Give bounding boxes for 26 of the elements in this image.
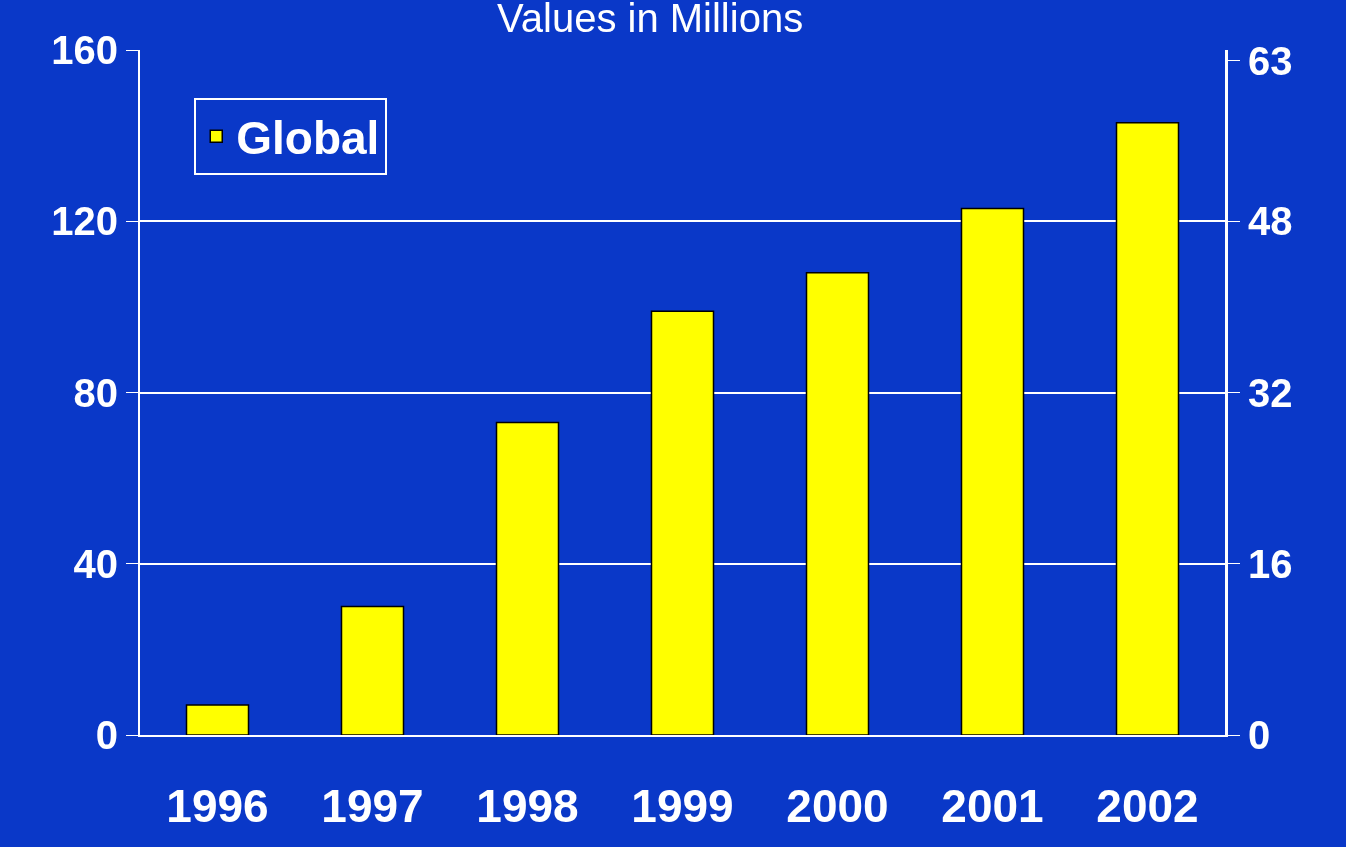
x-tick-label: 1996 (166, 780, 269, 833)
y2-tick-label: 32 (1248, 370, 1293, 415)
x-tick-label: 2000 (786, 780, 889, 833)
y2-tick-label: 48 (1248, 199, 1293, 244)
x-tick-label: 2002 (1096, 780, 1199, 833)
bar (960, 207, 1025, 735)
y2-tick-label: 16 (1248, 541, 1293, 586)
y2-tick-label: 63 (1248, 38, 1293, 83)
y-tick-label: 120 (51, 199, 118, 244)
bar (340, 605, 405, 735)
chart-title: Values in Millions (497, 0, 804, 41)
y-tick-label: 160 (51, 28, 118, 72)
y-tick-label: 0 (95, 713, 118, 757)
x-tick-label: 1998 (476, 780, 579, 833)
bar (805, 271, 870, 735)
bar (650, 310, 715, 735)
bar (185, 704, 250, 735)
x-tick-label: 1997 (321, 780, 424, 833)
bar (495, 421, 560, 735)
bar (1115, 122, 1180, 735)
x-tick-label: 2001 (941, 780, 1044, 833)
legend-label: Global (236, 112, 380, 165)
x-tick-label: 1999 (631, 780, 734, 833)
y-tick-label: 80 (73, 370, 118, 415)
y-tick-label: 40 (73, 541, 118, 586)
y2-tick-label: 0 (1248, 713, 1271, 757)
